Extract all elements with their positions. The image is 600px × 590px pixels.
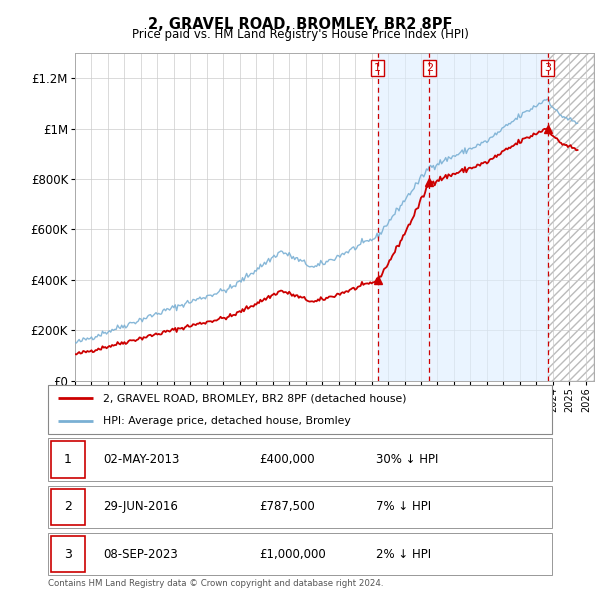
FancyBboxPatch shape <box>48 438 552 481</box>
Text: 1: 1 <box>374 63 381 73</box>
FancyBboxPatch shape <box>50 441 85 478</box>
Text: HPI: Average price, detached house, Bromley: HPI: Average price, detached house, Brom… <box>103 415 351 425</box>
Text: 3: 3 <box>64 548 71 560</box>
Text: 2% ↓ HPI: 2% ↓ HPI <box>376 548 431 560</box>
Bar <box>548 53 594 381</box>
FancyBboxPatch shape <box>50 536 85 572</box>
Text: 29-JUN-2016: 29-JUN-2016 <box>103 500 178 513</box>
Text: 7% ↓ HPI: 7% ↓ HPI <box>376 500 431 513</box>
Text: 02-MAY-2013: 02-MAY-2013 <box>103 453 180 466</box>
Text: 30% ↓ HPI: 30% ↓ HPI <box>376 453 438 466</box>
Text: 08-SEP-2023: 08-SEP-2023 <box>103 548 178 560</box>
Text: Price paid vs. HM Land Registry's House Price Index (HPI): Price paid vs. HM Land Registry's House … <box>131 28 469 41</box>
Text: 2: 2 <box>425 63 433 73</box>
FancyBboxPatch shape <box>48 385 552 434</box>
Text: 2: 2 <box>64 500 71 513</box>
Text: Contains HM Land Registry data © Crown copyright and database right 2024.
This d: Contains HM Land Registry data © Crown c… <box>48 579 383 590</box>
Text: £787,500: £787,500 <box>260 500 316 513</box>
FancyBboxPatch shape <box>50 489 85 525</box>
Text: 2, GRAVEL ROAD, BROMLEY, BR2 8PF: 2, GRAVEL ROAD, BROMLEY, BR2 8PF <box>148 17 452 31</box>
Bar <box>377 53 548 381</box>
Text: £1,000,000: £1,000,000 <box>260 548 326 560</box>
FancyBboxPatch shape <box>48 486 552 528</box>
Text: £400,000: £400,000 <box>260 453 316 466</box>
Text: 3: 3 <box>544 63 551 73</box>
FancyBboxPatch shape <box>48 533 552 575</box>
Text: 2, GRAVEL ROAD, BROMLEY, BR2 8PF (detached house): 2, GRAVEL ROAD, BROMLEY, BR2 8PF (detach… <box>103 394 407 404</box>
Text: 1: 1 <box>64 453 71 466</box>
